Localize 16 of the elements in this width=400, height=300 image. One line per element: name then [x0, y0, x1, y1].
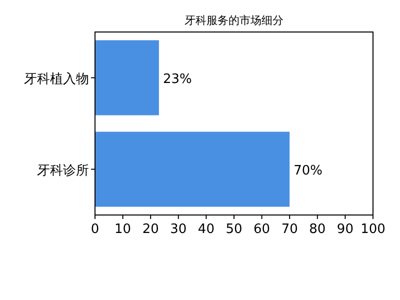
- x-tick-label: 40: [198, 222, 214, 237]
- x-tick-label: 0: [90, 222, 100, 237]
- y-tick-label: 牙科诊所: [37, 163, 89, 178]
- x-tick-label: 30: [170, 222, 187, 237]
- chart-title: 牙科服务的市场细分: [184, 14, 284, 27]
- x-tick-label: 70: [281, 222, 298, 237]
- x-tick-label: 90: [336, 222, 354, 237]
- x-tick-label: 60: [254, 222, 270, 237]
- data-label: 70%: [294, 163, 323, 178]
- x-tick-label: 20: [142, 222, 159, 237]
- x-tick-label: 80: [309, 222, 326, 237]
- y-tick-label: 牙科植入物: [24, 72, 89, 87]
- x-tick-label: 100: [360, 222, 386, 237]
- x-tick-label: 50: [226, 222, 242, 237]
- x-tick-label: 10: [114, 222, 132, 237]
- data-label: 23%: [162, 72, 192, 87]
